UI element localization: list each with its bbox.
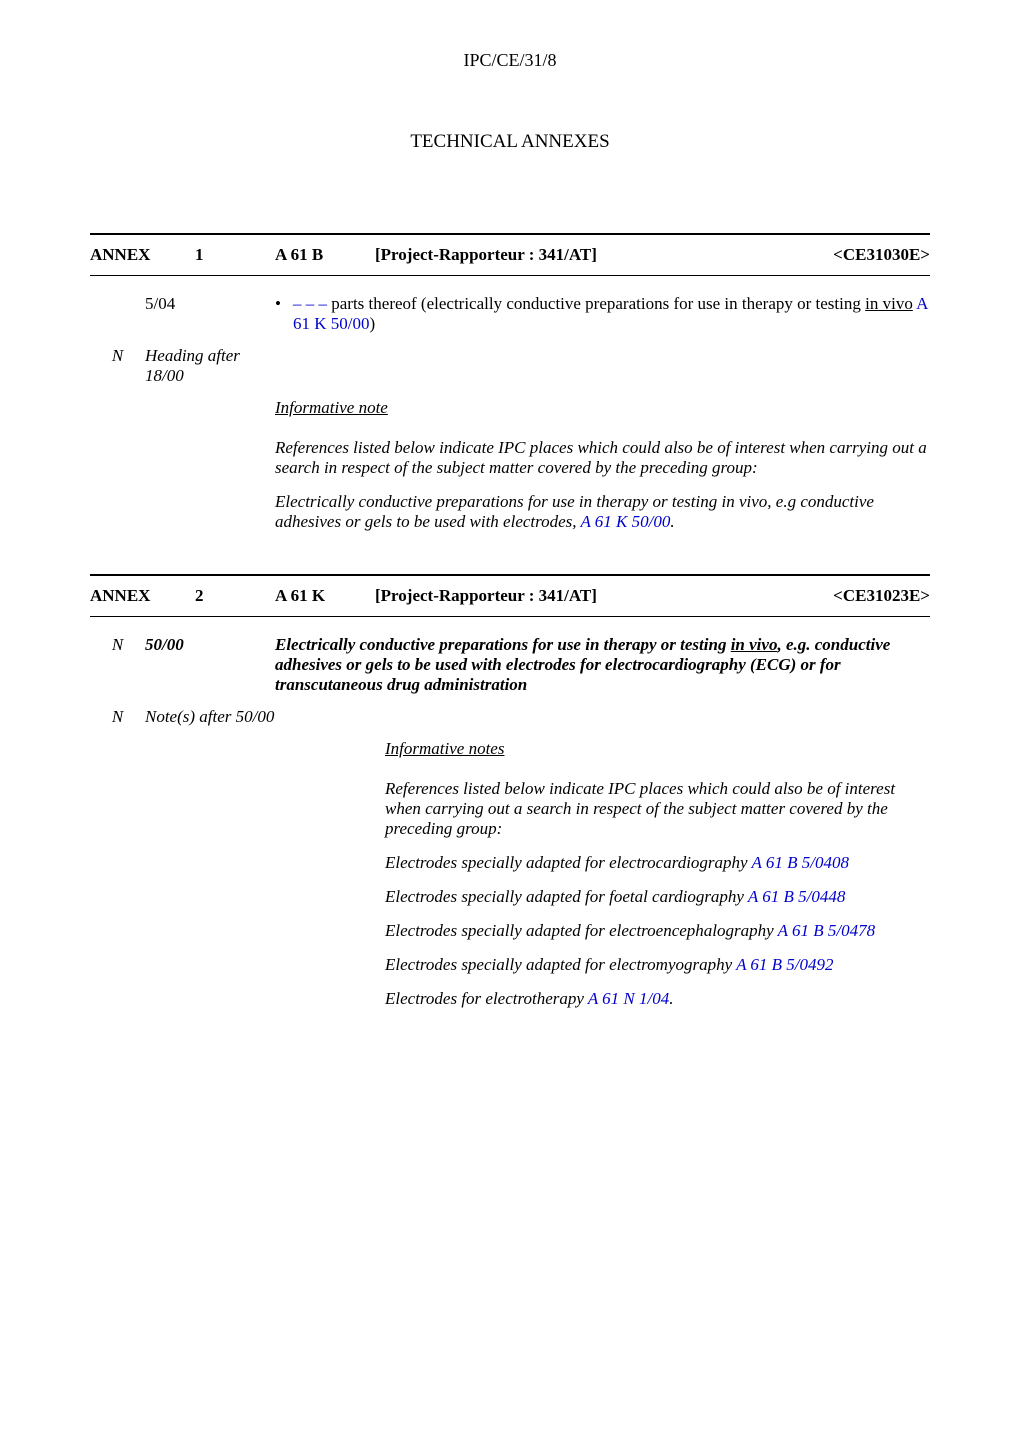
annex-code: A 61 B <box>275 245 375 265</box>
annex-label: ANNEX <box>90 586 195 606</box>
annex-ref: <CE31023E> <box>790 586 930 606</box>
annex-header-row: ANNEX 1 A 61 B [Project-Rapporteur : 341… <box>90 233 930 276</box>
entry-text-bi: Electrically conductive preparations for… <box>275 635 930 695</box>
entry-text: – – – parts thereof (electrically conduc… <box>293 294 930 334</box>
doc-header: IPC/CE/31/8 <box>90 50 930 71</box>
informative-item: Electrodes specially adapted for foetal … <box>385 887 930 907</box>
bullet-icon: • <box>275 294 293 314</box>
entry-row: N 50/00 Electrically conductive preparat… <box>90 635 930 695</box>
informative-item: Electrodes specially adapted for electro… <box>385 921 930 941</box>
informative-content: Informative notes References listed belo… <box>275 739 930 1009</box>
informative-block: Informative note References listed below… <box>90 398 930 546</box>
entry-left: N <box>90 707 145 727</box>
informative-item: Electrodes specially adapted for electro… <box>385 853 930 873</box>
entry-key-bi: 50/00 <box>145 635 275 655</box>
annex-ref: <CE31030E> <box>790 245 930 265</box>
entry-row: N Note(s) after 50/00 <box>90 707 930 727</box>
annex-number: 1 <box>195 245 275 265</box>
informative-para: Electrically conductive preparations for… <box>275 492 930 532</box>
entry-row: N Heading after 18/00 <box>90 346 930 386</box>
page-container: IPC/CE/31/8 TECHNICAL ANNEXES ANNEX 1 A … <box>0 0 1020 1063</box>
informative-heading: Informative note <box>275 398 388 418</box>
informative-para: References listed below indicate IPC pla… <box>385 779 930 839</box>
informative-para: References listed below indicate IPC pla… <box>275 438 930 478</box>
informative-item: Electrodes specially adapted for electro… <box>385 955 930 975</box>
entry-row: 5/04 • – – – parts thereof (electrically… <box>90 294 930 334</box>
annex-header-row: ANNEX 2 A 61 K [Project-Rapporteur : 341… <box>90 574 930 617</box>
doc-title: TECHNICAL ANNEXES <box>90 131 930 153</box>
annex-label: ANNEX <box>90 245 195 265</box>
entry-left: N <box>90 635 145 655</box>
annex-project: [Project-Rapporteur : 341/AT] <box>375 245 790 265</box>
entry-left: N <box>90 346 145 366</box>
informative-heading: Informative notes <box>385 739 504 759</box>
entry-key-italic: Note(s) after 50/00 <box>145 707 275 727</box>
informative-item: Electrodes for electrotherapy A 61 N 1/0… <box>385 989 930 1009</box>
annex-number: 2 <box>195 586 275 606</box>
annex-code: A 61 K <box>275 586 375 606</box>
informative-block: Informative notes References listed belo… <box>90 739 930 1023</box>
entry-content: • – – – parts thereof (electrically cond… <box>275 294 930 334</box>
entry-key-italic: Heading after 18/00 <box>145 346 275 386</box>
annex-project: [Project-Rapporteur : 341/AT] <box>375 586 790 606</box>
informative-content: Informative note References listed below… <box>275 398 930 546</box>
entry-key: 5/04 <box>145 294 275 314</box>
